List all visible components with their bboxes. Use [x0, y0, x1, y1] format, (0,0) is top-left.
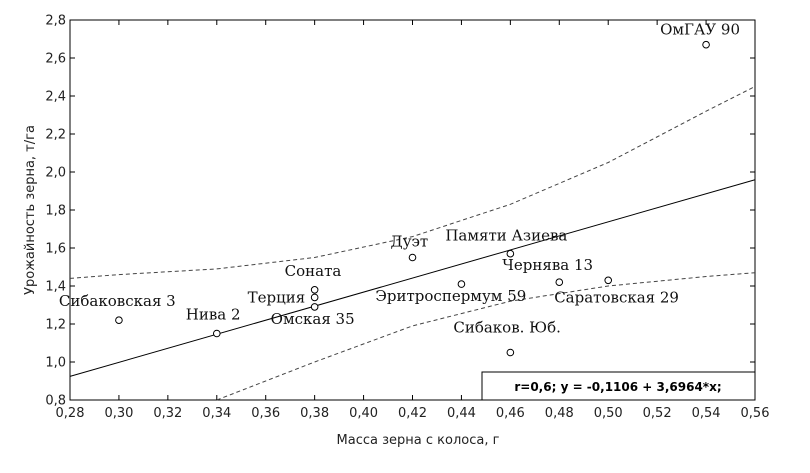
data-point	[506, 249, 515, 258]
point-label: Чернява 13	[502, 256, 593, 274]
data-point	[702, 40, 710, 49]
y-tick-label: 2,0	[45, 166, 66, 181]
x-tick-label: 0,48	[545, 406, 574, 421]
confidence-band-upper	[69, 86, 756, 279]
data-point	[555, 278, 564, 287]
y-tick-label: 2,8	[45, 14, 66, 29]
y-tick-label: 2,2	[45, 128, 66, 143]
x-axis-title: Масса зерна с колоса, г	[337, 433, 500, 448]
point-label: Терция	[248, 288, 306, 306]
x-tick-label: 0,44	[447, 406, 476, 421]
data-point	[115, 316, 123, 325]
point-label: ОмГАУ 90	[660, 21, 740, 39]
regression-equation: r=0,6; y = -0,1106 + 3,6964*x;	[514, 380, 721, 394]
x-tick-label: 0,34	[202, 406, 231, 421]
data-point	[310, 293, 319, 302]
x-tick-label: 0,42	[398, 406, 427, 421]
regression-line	[69, 179, 756, 377]
point-label: Нива 2	[186, 306, 241, 324]
y-tick-label: 1,6	[45, 242, 66, 257]
point-label: Сибаков. Юб.	[453, 319, 561, 337]
point-label: Памяти Азиева	[445, 227, 567, 245]
y-tick-label: 1,8	[45, 204, 66, 219]
x-tick-label: 0,52	[643, 406, 672, 421]
data-point	[310, 286, 319, 294]
point-label: Дуэт	[391, 233, 429, 251]
data-point	[604, 276, 613, 285]
data-point	[457, 280, 466, 288]
plot-frame	[69, 19, 756, 401]
x-tick-label: 0,32	[153, 406, 182, 421]
data-point	[408, 253, 417, 262]
point-label: Саратовская 29	[554, 288, 679, 306]
point-label: Соната	[285, 262, 342, 280]
data-point	[310, 303, 319, 311]
y-tick-label: 2,6	[45, 52, 66, 67]
y-tick-label: 1,4	[45, 280, 66, 295]
y-tick-label: 1,0	[45, 356, 66, 371]
x-tick-label: 0,36	[251, 406, 280, 421]
point-label: Омская 35	[271, 310, 355, 328]
x-tick-label: 0,46	[496, 406, 525, 421]
x-tick-label: 0,54	[692, 406, 721, 421]
equation-box	[481, 371, 756, 401]
confidence-band-lower	[216, 272, 756, 401]
x-tick-label: 0,30	[104, 406, 133, 421]
x-tick-label: 0,50	[594, 406, 623, 421]
data-point	[506, 348, 515, 357]
data-point	[212, 329, 221, 338]
point-label: Сибаковская 3	[59, 292, 176, 310]
x-tick-label: 0,38	[300, 406, 329, 421]
x-tick-label: 0,40	[349, 406, 378, 421]
point-label: Эритроспермум 59	[375, 287, 526, 305]
y-tick-label: 1,2	[45, 318, 66, 333]
y-axis-title: Урожайность зерна, т/га	[23, 125, 38, 295]
x-tick-label: 0,56	[741, 406, 770, 421]
x-tick-label: 0,28	[56, 406, 85, 421]
y-tick-label: 2,4	[45, 90, 66, 105]
y-tick-label: 0,8	[45, 394, 66, 409]
